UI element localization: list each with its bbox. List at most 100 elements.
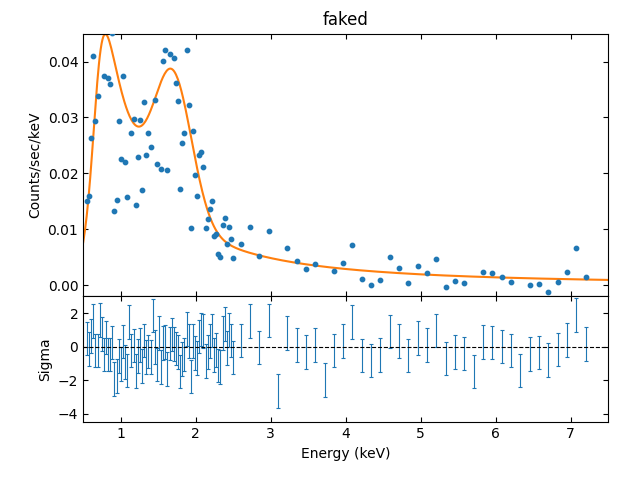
Point — [543, 288, 554, 296]
Title: faked: faked — [323, 11, 369, 29]
Point — [213, 250, 223, 258]
Point — [224, 224, 234, 231]
Point — [460, 279, 470, 287]
Point — [524, 281, 534, 289]
Point — [338, 259, 348, 266]
Point — [139, 98, 149, 106]
Point — [515, 298, 525, 306]
Point — [150, 96, 160, 104]
Point — [131, 201, 141, 209]
Point — [534, 280, 544, 288]
Point — [348, 241, 358, 249]
Point — [571, 244, 581, 252]
Point — [171, 79, 181, 87]
Point — [413, 262, 423, 269]
Point — [196, 148, 207, 156]
Point — [203, 215, 213, 223]
Point — [245, 223, 255, 231]
Point — [220, 215, 230, 222]
Point — [200, 224, 211, 231]
Point — [103, 74, 113, 82]
Point — [228, 253, 238, 261]
Point — [226, 236, 236, 243]
Point — [218, 222, 228, 229]
Point — [366, 281, 376, 288]
Point — [122, 193, 132, 201]
Point — [497, 274, 507, 281]
Point — [236, 240, 246, 248]
Point — [422, 269, 432, 277]
Point — [126, 129, 136, 137]
Point — [198, 163, 209, 171]
Point — [179, 129, 189, 137]
Point — [209, 233, 219, 240]
Point — [137, 186, 147, 193]
Point — [145, 144, 156, 151]
Point — [190, 171, 200, 179]
Point — [132, 153, 143, 160]
Point — [375, 276, 385, 284]
Point — [108, 29, 118, 37]
Point — [105, 80, 115, 87]
Point — [273, 300, 283, 307]
Point — [109, 207, 120, 215]
Point — [215, 253, 225, 261]
Point — [487, 269, 497, 276]
Point — [82, 197, 92, 205]
Point — [282, 244, 292, 252]
Point — [158, 58, 168, 65]
Point — [164, 50, 175, 58]
Point — [135, 117, 145, 124]
Point — [221, 240, 232, 248]
Point — [116, 155, 126, 162]
Point — [468, 297, 479, 305]
Point — [207, 197, 217, 204]
Point — [163, 166, 173, 174]
Point — [192, 192, 202, 200]
Point — [166, 9, 177, 17]
Point — [124, 24, 134, 32]
Point — [111, 196, 122, 204]
Point — [394, 264, 404, 272]
Point — [152, 160, 162, 168]
Point — [88, 52, 99, 60]
Point — [254, 252, 264, 260]
Point — [169, 54, 179, 62]
Point — [84, 192, 94, 200]
Point — [211, 230, 221, 238]
Point — [580, 273, 591, 280]
Y-axis label: Sigma: Sigma — [38, 337, 52, 381]
Point — [186, 224, 196, 232]
Point — [356, 276, 367, 283]
Point — [188, 127, 198, 135]
Point — [385, 253, 395, 261]
Point — [440, 284, 451, 291]
Point — [562, 268, 572, 276]
Point — [181, 47, 191, 54]
Point — [86, 134, 96, 142]
Point — [450, 277, 460, 285]
Point — [141, 151, 152, 158]
Point — [264, 228, 274, 235]
Point — [143, 129, 154, 137]
Point — [154, 26, 164, 34]
Point — [160, 47, 170, 54]
Point — [118, 72, 128, 80]
Point — [431, 255, 442, 263]
Point — [177, 139, 188, 146]
Point — [156, 165, 166, 172]
X-axis label: Energy (keV): Energy (keV) — [301, 447, 390, 461]
Point — [184, 101, 194, 109]
Point — [403, 279, 413, 287]
Point — [175, 185, 186, 193]
Point — [478, 268, 488, 276]
Point — [506, 278, 516, 286]
Point — [291, 258, 301, 265]
Point — [329, 268, 339, 276]
Point — [120, 158, 130, 166]
Point — [319, 296, 330, 304]
Point — [205, 205, 215, 213]
Point — [99, 72, 109, 80]
Point — [194, 152, 204, 159]
Y-axis label: Counts/sec/keV: Counts/sec/keV — [28, 112, 42, 218]
